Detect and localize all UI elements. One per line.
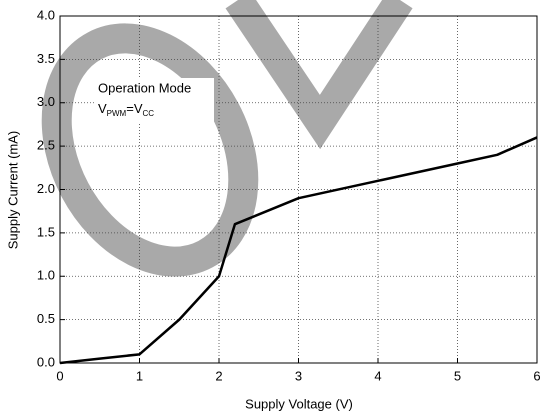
y-tick-label: 4.0 [37,7,55,22]
formula-part: =V [126,101,143,116]
watermark [41,0,413,277]
formula-sub: CC [143,109,155,118]
x-tick-label: 4 [374,368,381,383]
y-tick-label: 1.5 [37,224,55,239]
x-axis-label: Supply Voltage (V) [245,396,353,411]
formula-part: V [98,101,107,116]
x-tick-label: 3 [295,368,302,383]
x-tick-label: 2 [215,368,222,383]
y-tick-label: 0.5 [37,311,55,326]
y-tick-label: 1.0 [37,268,55,283]
y-tick-label: 3.5 [37,51,55,66]
y-tick-label: 0.0 [37,354,55,369]
annotation-formula: VPWM=VCC [98,101,154,118]
data-line [59,136,538,365]
annotation-box [94,78,214,122]
y-tick-label: 3.0 [37,94,55,109]
x-tick-label: 0 [56,368,63,383]
annotation: Operation Mode [98,80,191,95]
watermark-ring [41,23,259,277]
y-tick-label: 2.5 [37,138,55,153]
formula-sub: PWM [107,109,127,118]
x-tick-label: 5 [454,368,461,383]
y-axis-label: Supply Current (mA) [5,131,20,249]
plot-frame [59,15,538,364]
x-tick-label: 6 [533,368,540,383]
plot-layer: 0 1 2 3 4 5 6 0.0 0.5 1.0 1.5 2.0 2.5 3.0 3.5 4.0 [37,7,541,383]
x-tick-label: 1 [136,368,143,383]
watermark-v [225,0,413,150]
y-tick-label: 2.0 [37,181,55,196]
